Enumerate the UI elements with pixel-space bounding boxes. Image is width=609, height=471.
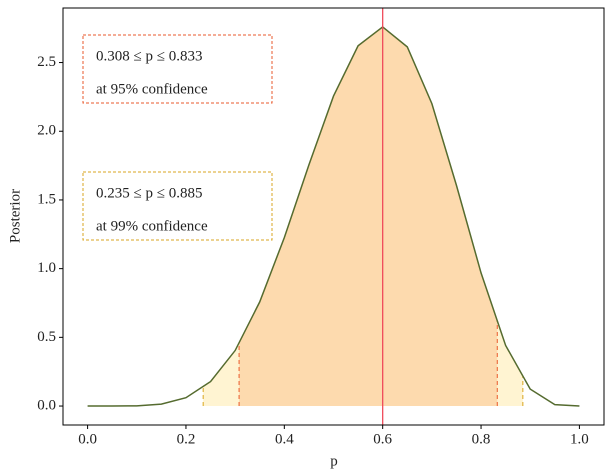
x-tick-label: 0.4: [275, 431, 294, 447]
y-tick-label: 1.0: [37, 260, 56, 276]
annotation-box: [82, 171, 273, 241]
x-tick-label: 0.6: [373, 431, 392, 447]
y-axis-label: Posterior: [7, 189, 23, 243]
y-tick-label: 2.0: [37, 123, 56, 139]
annotation-box: [82, 34, 273, 104]
annotation-text: at 99% confidence: [96, 218, 208, 234]
x-tick-label: 0.0: [78, 431, 97, 447]
axes-frame: [62, 7, 605, 426]
y-tick-label: 0.5: [37, 329, 56, 345]
interval-fill: [239, 26, 498, 407]
y-tick-label: 0.0: [37, 397, 56, 413]
x-tick-label: 0.8: [472, 431, 491, 447]
annotation-text: 0.308 ≤ p ≤ 0.833: [96, 48, 202, 64]
posterior-curve: [87, 26, 580, 407]
x-tick-label: 1.0: [570, 431, 589, 447]
x-tick-label: 0.2: [177, 431, 196, 447]
x-axis-label: p: [330, 453, 338, 469]
annotation-text: 0.235 ≤ p ≤ 0.885: [96, 185, 202, 201]
annotation-text: at 95% confidence: [96, 81, 208, 97]
y-tick-label: 1.5: [37, 191, 56, 207]
y-tick-label: 2.5: [37, 54, 56, 70]
